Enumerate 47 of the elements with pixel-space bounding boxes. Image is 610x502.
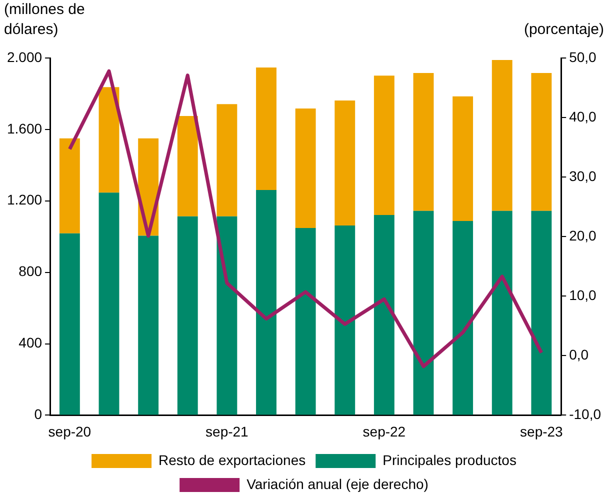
y2-tick-label: 30,0	[569, 168, 597, 184]
bar	[334, 100, 356, 226]
x-tick-label: sep-20	[48, 423, 92, 440]
bar	[216, 216, 238, 415]
y-tick-label: 0	[34, 406, 42, 422]
y2-tick-label: 0,0	[569, 346, 589, 363]
bar	[374, 214, 394, 415]
y2-axis-title: (porcentaje)	[524, 21, 604, 38]
bar	[452, 221, 474, 415]
bar	[374, 76, 394, 215]
y-axis-title: (millones de dólares)	[4, 1, 85, 38]
y-tick-label: 1.200	[6, 192, 42, 208]
bar	[452, 96, 474, 222]
y-tick-label: 1.600	[6, 120, 42, 136]
y2-tick-label: -10,0	[569, 406, 602, 422]
x-tick-label: sep-21	[206, 423, 249, 440]
bar	[413, 210, 434, 415]
y2-tick-label: 40,0	[569, 108, 597, 124]
bar	[138, 236, 159, 415]
bar	[492, 60, 512, 211]
bar	[256, 190, 276, 415]
legend-label: Resto de exportaciones	[158, 452, 306, 468]
bar	[98, 87, 120, 193]
bar	[256, 67, 276, 190]
y2-tick-label: 10,0	[569, 286, 597, 303]
y2-tick-label: 50,0	[569, 48, 597, 65]
bar	[59, 138, 80, 234]
bar	[98, 192, 120, 415]
bar	[334, 226, 356, 415]
bar	[531, 210, 552, 415]
y-tick-label: 400	[18, 334, 42, 351]
bar	[295, 108, 316, 228]
y2-tick-label: 20,0	[569, 227, 597, 244]
bar	[177, 116, 198, 216]
bar	[492, 210, 512, 415]
x-tick-label: sep-23	[520, 423, 564, 440]
bar	[413, 73, 434, 211]
bar	[295, 228, 316, 415]
y-tick-label: 800	[18, 263, 42, 280]
bar	[531, 73, 552, 211]
bar	[177, 216, 198, 415]
bar	[216, 104, 238, 216]
legend-label: Principales productos	[382, 452, 516, 468]
y-tick-label: 2.000	[6, 48, 42, 65]
bar	[59, 233, 80, 415]
legend-label: Variación anual (eje derecho)	[246, 476, 428, 492]
x-tick-label: sep-22	[362, 423, 406, 440]
